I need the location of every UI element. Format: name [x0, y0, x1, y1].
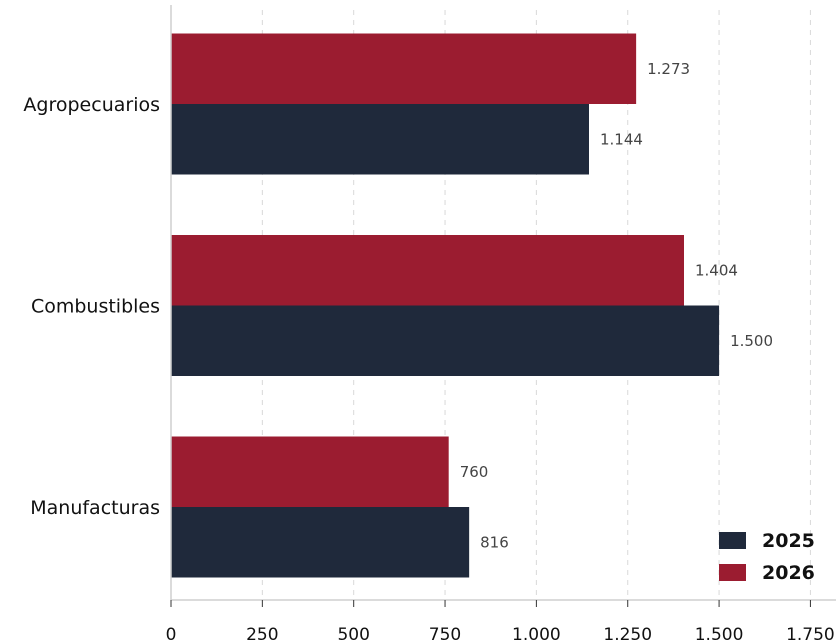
data-label: 1.404 [695, 261, 738, 279]
x-tick-label: 1.000 [512, 625, 561, 643]
bar [171, 507, 470, 578]
x-tick-label: 1.250 [603, 625, 652, 643]
data-label: 1.500 [730, 332, 773, 350]
legend-swatch [719, 532, 746, 549]
bars [171, 33, 720, 578]
x-tick-label: 1.500 [695, 625, 744, 643]
category-label: Agropecuarios [23, 94, 160, 116]
bar [171, 33, 637, 104]
x-axis: 0 250 500 750 1.000 1.250 1.500 1.750 [166, 5, 836, 643]
legend: 2025 2026 [719, 530, 815, 584]
labels: Agropecuarios 1.273 1.144 Combustibles 1.404… [23, 60, 773, 552]
x-tick-label: 750 [429, 625, 461, 643]
legend-swatch [719, 564, 746, 581]
data-label: 1.273 [647, 60, 690, 78]
x-tick-label: 1.750 [786, 625, 835, 643]
bar [171, 305, 720, 376]
bar [171, 104, 589, 175]
bar [171, 235, 684, 306]
category-label: Manufacturas [30, 497, 160, 519]
legend-label: 2025 [762, 530, 815, 552]
data-label: 760 [460, 463, 489, 481]
data-label: 816 [480, 533, 509, 551]
x-tick-label: 0 [166, 625, 177, 643]
bar [171, 436, 449, 507]
legend-label: 2026 [762, 562, 815, 584]
data-label: 1.144 [600, 130, 643, 148]
category-label: Combustibles [31, 296, 160, 318]
x-tick-label: 500 [337, 625, 369, 643]
x-tick-label: 250 [246, 625, 278, 643]
